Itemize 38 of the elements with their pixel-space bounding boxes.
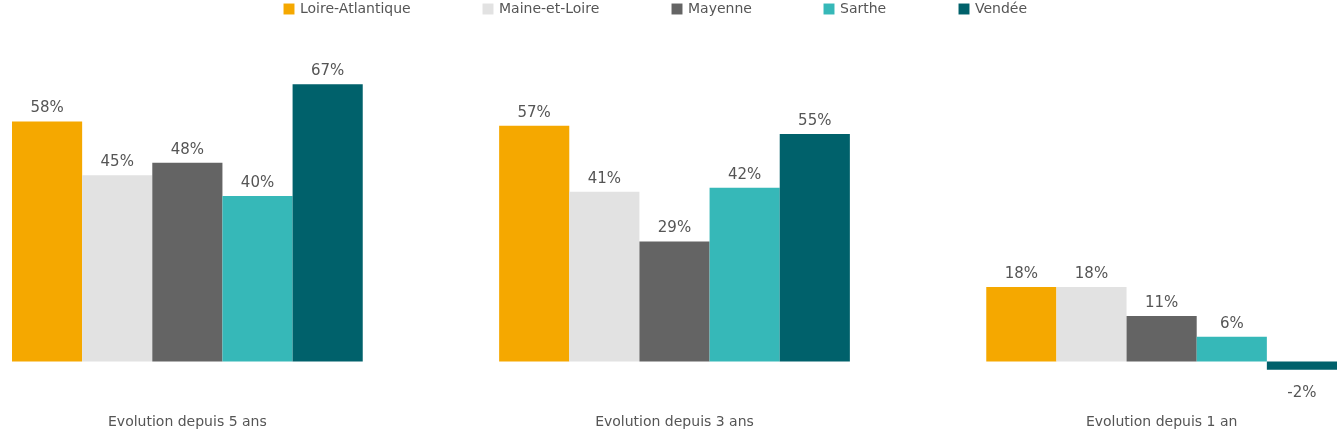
data-label: 42% xyxy=(727,164,762,183)
data-label: 67% xyxy=(310,61,345,80)
bar xyxy=(1196,336,1267,362)
bar xyxy=(709,187,780,362)
bar xyxy=(82,175,153,362)
bar xyxy=(222,195,293,362)
legend-label: Mayenne xyxy=(688,0,752,16)
bar xyxy=(779,133,850,362)
legend-label: Sarthe xyxy=(840,0,887,16)
bar xyxy=(986,286,1057,362)
x-tick-label: Evolution depuis 5 ans xyxy=(108,412,267,429)
bar xyxy=(1126,315,1197,362)
bar xyxy=(569,191,640,362)
data-label: 18% xyxy=(1074,263,1109,282)
data-label: 11% xyxy=(1144,292,1179,311)
data-label: 45% xyxy=(100,152,134,171)
bar xyxy=(499,125,570,362)
data-label: 57% xyxy=(517,102,551,121)
data-label: 48% xyxy=(170,139,205,158)
data-label: 41% xyxy=(587,168,622,187)
x-tick-label: Evolution depuis 3 ans xyxy=(595,412,754,429)
data-label: 55% xyxy=(798,110,832,129)
bar xyxy=(1056,286,1127,362)
data-label: 18% xyxy=(1004,263,1039,282)
data-label: 40% xyxy=(240,172,275,191)
bar xyxy=(152,162,223,362)
bar xyxy=(292,84,363,362)
bar xyxy=(12,121,83,362)
data-label: 58% xyxy=(30,98,64,117)
bar xyxy=(1266,361,1337,370)
x-tick-label: Evolution depuis 1 an xyxy=(1085,412,1238,429)
bar xyxy=(639,241,710,362)
data-label: -2% xyxy=(1287,382,1317,401)
data-label: 29% xyxy=(657,218,692,237)
legend-label: Maine-et-Loire xyxy=(499,0,600,16)
legend-label: Loire-Atlantique xyxy=(300,0,411,16)
legend-label: Vendée xyxy=(975,0,1028,16)
data-label: 6% xyxy=(1219,313,1244,332)
